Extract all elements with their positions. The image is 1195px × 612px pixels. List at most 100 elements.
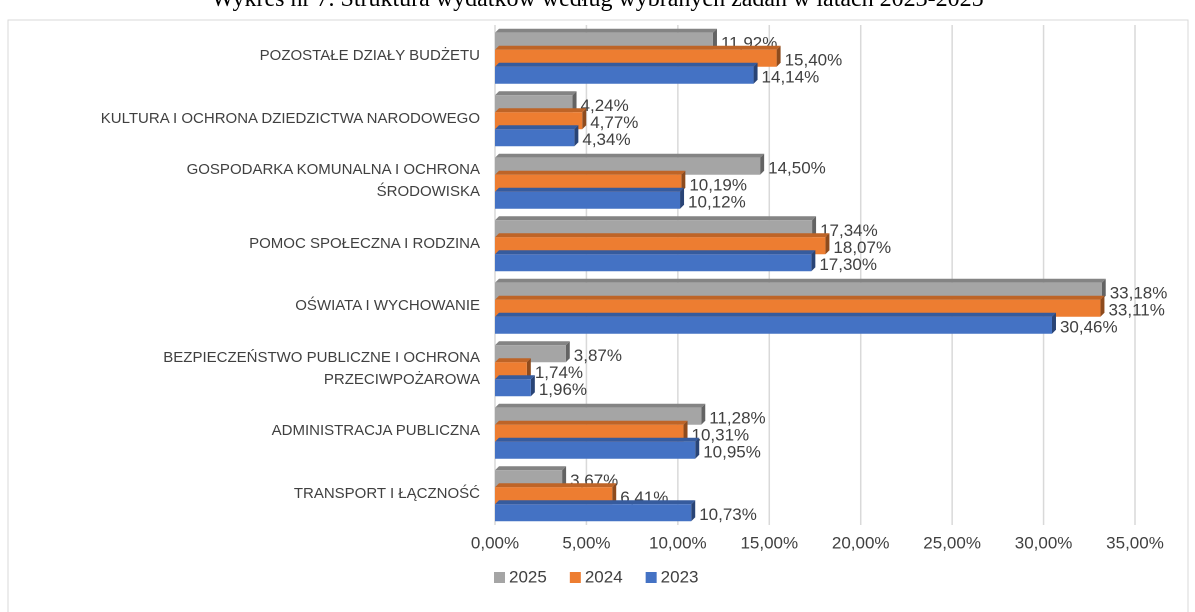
- data-label: 18,07%: [833, 238, 891, 257]
- bar-top: [495, 170, 686, 175]
- data-label: 10,31%: [692, 426, 750, 445]
- bar: [495, 316, 1052, 334]
- bar-top: [495, 295, 1105, 300]
- x-tick-label: 10,00%: [649, 533, 707, 552]
- data-label: 4,34%: [582, 130, 630, 149]
- x-tick-label: 15,00%: [740, 533, 798, 552]
- bar: [495, 424, 684, 442]
- data-label: 11,28%: [709, 409, 765, 428]
- bar: [495, 362, 527, 380]
- legend-swatch: [494, 572, 505, 583]
- bar-top: [495, 28, 717, 33]
- bar-side: [572, 91, 577, 113]
- bar-side: [680, 187, 685, 209]
- bar-top: [495, 420, 688, 425]
- bar: [495, 66, 754, 84]
- x-tick-label: 25,00%: [923, 533, 981, 552]
- bar-side: [825, 233, 830, 255]
- y-tick-label: KULTURA I OCHRONA DZIEDZICTWA NARODOWEGO: [100, 109, 480, 127]
- x-tick-label: 30,00%: [1015, 533, 1073, 552]
- x-tick-label: 35,00%: [1106, 533, 1164, 552]
- bar: [495, 174, 682, 192]
- data-label: 4,77%: [590, 113, 638, 132]
- data-label: 17,34%: [820, 221, 878, 240]
- bar: [495, 95, 573, 113]
- bar-top: [495, 466, 567, 471]
- bar: [495, 32, 713, 50]
- data-label: 17,30%: [819, 255, 877, 274]
- bar-side: [753, 62, 758, 84]
- bar: [495, 379, 531, 397]
- legend-swatch: [569, 572, 581, 583]
- bar: [495, 237, 826, 255]
- bar: [495, 49, 777, 67]
- bar-side: [582, 108, 587, 130]
- y-tick-label: GOSPODARKA KOMUNALNA I OCHRONA ŚRODOWISK…: [186, 161, 480, 201]
- chart-border: [7, 19, 1189, 612]
- y-tick-label: POMOC SPOŁECZNA I RODZINA: [249, 234, 480, 252]
- bar: [495, 299, 1101, 317]
- chart-title: Wykres nr 7. Struktura wydatków według w…: [0, 0, 1195, 13]
- data-label: 10,12%: [688, 193, 746, 212]
- bar-side: [574, 125, 579, 147]
- data-label: 15,40%: [785, 51, 843, 70]
- bar: [495, 345, 566, 363]
- data-label: 4,24%: [581, 96, 629, 115]
- bar-side: [1051, 312, 1056, 334]
- bar-side: [760, 153, 765, 175]
- bar-side: [691, 500, 696, 522]
- bar-side: [811, 250, 816, 272]
- data-label: 10,73%: [699, 505, 757, 524]
- legend-swatch: [645, 572, 657, 583]
- bar-side: [530, 375, 535, 397]
- y-tick-label: OŚWIATA I WYCHOWANIE: [295, 297, 480, 315]
- data-label: 1,74%: [535, 363, 583, 382]
- x-tick-label: 0,00%: [471, 533, 519, 552]
- data-label: 10,95%: [703, 443, 761, 462]
- legend-label: 2024: [585, 567, 623, 586]
- bar-top: [495, 312, 1056, 317]
- y-tick-label: POZOSTAŁE DZIAŁY BUDŻETU: [259, 47, 480, 65]
- bar: [495, 129, 575, 147]
- bar-side: [1100, 295, 1105, 317]
- bar-top: [495, 278, 1106, 283]
- bar-top: [495, 233, 830, 238]
- x-tick-label: 20,00%: [832, 533, 890, 552]
- bar-top: [495, 91, 577, 96]
- data-label: 30,46%: [1060, 318, 1118, 337]
- bar-top: [495, 125, 579, 130]
- data-label: 14,50%: [768, 159, 826, 178]
- bar-top: [495, 45, 781, 50]
- data-label: 1,96%: [539, 380, 587, 399]
- bar-top: [495, 108, 587, 113]
- bar: [495, 504, 692, 522]
- bar-side: [526, 358, 531, 380]
- bar-top: [495, 358, 531, 363]
- bar-top: [495, 437, 700, 442]
- bar-side: [565, 341, 570, 363]
- bar-top: [495, 216, 817, 221]
- y-tick-label: BEZPIECZEŃSTWO PUBLICZNE I OCHRONA PRZEC…: [163, 348, 480, 388]
- bar: [495, 441, 696, 459]
- bar-top: [495, 250, 816, 255]
- bar-side: [681, 170, 686, 192]
- bar-top: [495, 375, 535, 380]
- bar-top: [495, 403, 706, 408]
- data-label: 33,11%: [1108, 301, 1164, 320]
- bar-top: [495, 153, 765, 158]
- y-tick-label: TRANSPORT I ŁĄCZNOŚĆ: [293, 484, 480, 502]
- legend-label: 2023: [661, 567, 699, 586]
- bar-top: [495, 500, 696, 505]
- bar-side: [1101, 278, 1106, 300]
- bar-side: [701, 403, 706, 425]
- bar-side: [683, 420, 688, 442]
- bar-side: [712, 28, 717, 50]
- y-tick-label: ADMINISTRACJA PUBLICZNA: [271, 422, 480, 440]
- bar-side: [612, 483, 617, 505]
- data-label: 3,87%: [574, 346, 622, 365]
- bar-top: [495, 341, 570, 346]
- bar-side: [562, 466, 567, 488]
- bar-side: [812, 216, 817, 238]
